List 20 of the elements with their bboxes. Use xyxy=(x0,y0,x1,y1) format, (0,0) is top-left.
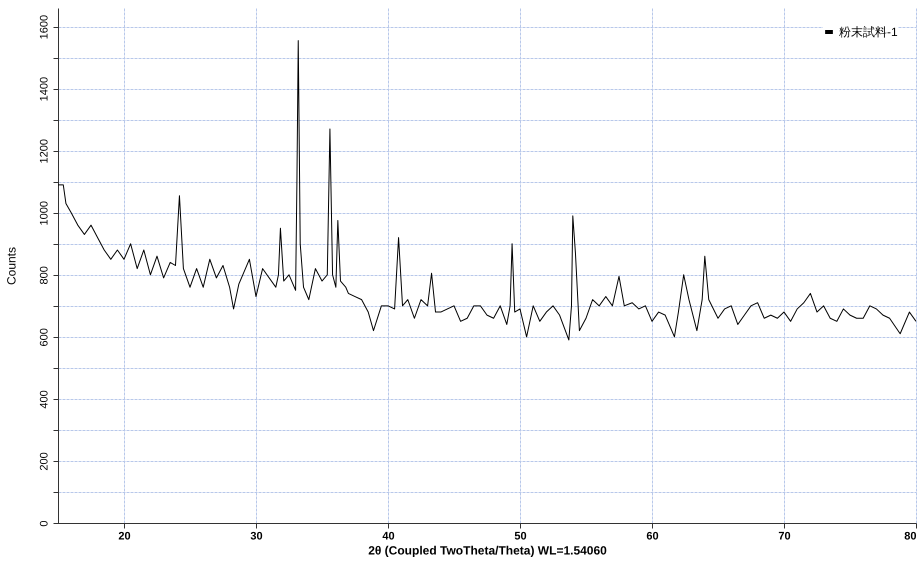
x-tick-label: 50 xyxy=(514,530,527,542)
y-tick-label: 1600 xyxy=(38,14,50,40)
y-axis-title: Counts xyxy=(4,246,18,286)
x-tick-label: 70 xyxy=(778,530,791,542)
y-tick-label: 800 xyxy=(38,266,50,284)
x-tick-label: 80 xyxy=(904,530,916,542)
x-tick-label: 20 xyxy=(118,530,131,542)
y-tick-label: 0 xyxy=(38,520,50,527)
y-tick-label: 600 xyxy=(38,328,50,347)
y-tick-label: 1000 xyxy=(38,201,50,226)
x-axis-title: 2θ (Coupled TwoTheta/Theta) WL=1.54060 xyxy=(368,544,608,558)
legend-label: 粉末試料-1 xyxy=(839,25,898,39)
x-tick-label: 40 xyxy=(382,530,395,542)
y-tick-label: 1400 xyxy=(38,76,50,102)
x-tick-label: 60 xyxy=(646,530,659,542)
line-series xyxy=(58,40,916,340)
y-tick-label: 400 xyxy=(38,390,50,409)
y-tick-label: 200 xyxy=(38,452,50,471)
y-tick-label: 1200 xyxy=(38,138,50,164)
x-tick-label: 30 xyxy=(250,530,263,542)
